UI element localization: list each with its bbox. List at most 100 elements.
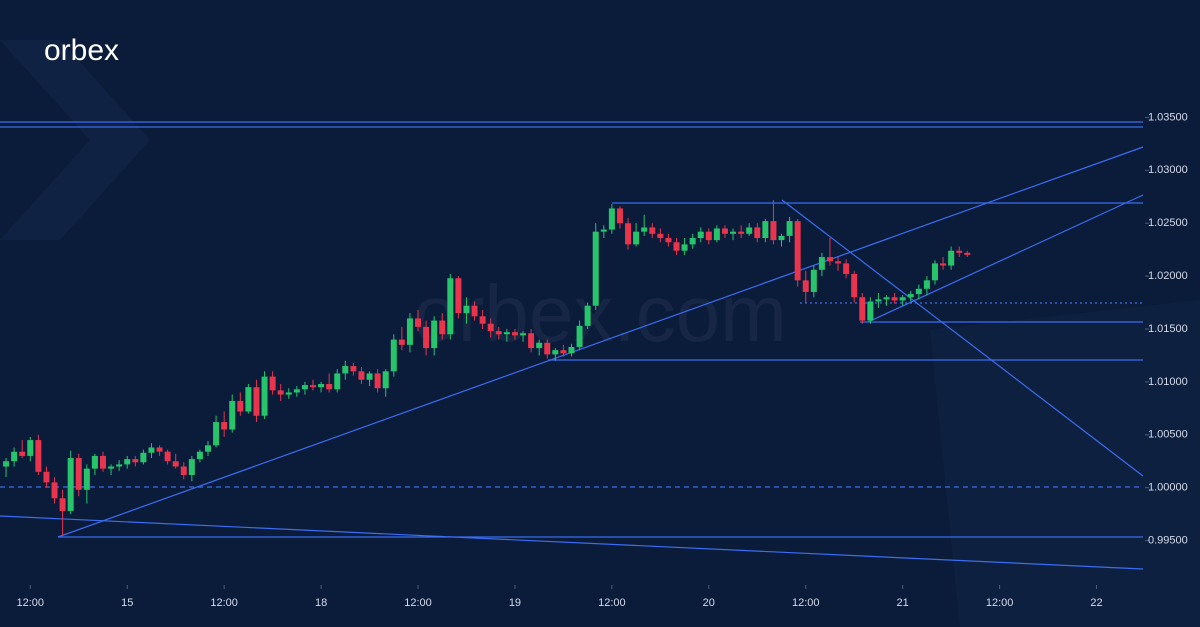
candle-body — [907, 294, 914, 298]
candle-body — [697, 231, 704, 239]
x-tick-label: 12:00 — [986, 597, 1014, 609]
drawings — [0, 121, 1144, 570]
candle-body — [552, 350, 559, 355]
candle-body — [826, 257, 833, 262]
y-tick-label: 1.02500 — [1148, 217, 1188, 229]
candle-body — [382, 371, 389, 389]
candle-body — [132, 459, 139, 463]
candle-body — [439, 320, 446, 335]
candle-body — [463, 305, 470, 314]
candle-body — [544, 342, 551, 355]
candle-body — [406, 318, 413, 345]
candle-body — [818, 257, 825, 270]
candle-body — [91, 455, 98, 469]
candle-body — [681, 244, 688, 251]
candle-body — [794, 221, 801, 281]
candle-body — [237, 400, 244, 412]
candle-body — [923, 280, 930, 289]
candle-body — [245, 387, 252, 412]
candle-body — [27, 440, 34, 456]
candle-body — [536, 342, 543, 349]
candle-body — [447, 278, 454, 335]
candle-body — [366, 373, 373, 380]
candle-body — [673, 242, 680, 251]
candle-body — [196, 451, 203, 460]
candle-body — [899, 297, 906, 301]
candle-body — [600, 229, 607, 232]
candle-body — [108, 466, 115, 469]
candle-body — [528, 333, 535, 349]
bg-chevron — [0, 40, 150, 240]
candle-body — [956, 250, 963, 253]
candle-body — [746, 227, 753, 234]
y-tick-label: 1.01500 — [1148, 323, 1188, 335]
candle-body — [116, 464, 123, 467]
bg-shape — [930, 300, 1200, 627]
candle-body — [326, 384, 333, 390]
candle-body — [374, 373, 381, 389]
candle-body — [503, 332, 510, 335]
candle-body — [641, 227, 648, 232]
candle-body — [172, 461, 179, 467]
candle-body — [625, 223, 632, 245]
x-tick-label: 19 — [509, 597, 521, 609]
candle-body — [649, 227, 656, 234]
candle-body — [423, 326, 430, 349]
candle-body — [11, 451, 18, 462]
candle-body — [883, 297, 890, 300]
candle-body — [334, 373, 341, 390]
candle-body — [859, 297, 866, 321]
candle-body — [721, 228, 728, 234]
candle-body — [293, 389, 300, 393]
candle-body — [342, 366, 349, 374]
candle-body — [83, 468, 90, 490]
candle-body — [390, 339, 397, 372]
candle-body — [3, 461, 10, 467]
x-tick-label: 20 — [703, 597, 715, 609]
logo: orbex — [44, 34, 119, 67]
candle-body — [75, 458, 82, 490]
trend-line — [57, 146, 1144, 538]
candle-body — [156, 447, 163, 452]
trend-line — [781, 199, 1144, 477]
candle-body — [221, 422, 228, 430]
candle-body — [657, 233, 664, 239]
candle-body — [67, 458, 74, 511]
candle-body — [875, 299, 882, 302]
candle-body — [568, 346, 575, 354]
x-tick-label: 12:00 — [17, 597, 45, 609]
y-tick-label: 1.00500 — [1148, 429, 1188, 441]
x-tick-label: 22 — [1090, 597, 1102, 609]
x-tick-label: 15 — [121, 597, 133, 609]
candle-body — [713, 228, 720, 241]
candle-body — [738, 231, 745, 234]
candle-body — [520, 333, 527, 336]
candle-body — [843, 263, 850, 274]
candle-body — [867, 301, 874, 321]
candle-body — [310, 385, 317, 388]
candle-body — [188, 459, 195, 475]
candle-body — [608, 208, 615, 230]
candle-body — [584, 305, 591, 326]
x-tick-label: 12:00 — [210, 597, 238, 609]
candle-body — [592, 231, 599, 306]
y-tick-label: 0.99500 — [1148, 534, 1188, 546]
candle-body — [261, 376, 268, 416]
candle-body — [204, 445, 211, 452]
candle-body — [689, 238, 696, 245]
candle-body — [786, 221, 793, 236]
y-tick-label: 1.03000 — [1148, 164, 1188, 176]
candle-body — [762, 221, 769, 239]
candle-body — [931, 263, 938, 281]
candle-body — [915, 288, 922, 295]
candle-body — [705, 231, 712, 241]
candle-body — [616, 208, 623, 224]
candle-body — [851, 273, 858, 298]
candle-body — [415, 318, 422, 327]
candle-body — [180, 466, 187, 475]
candle-body — [479, 316, 486, 324]
y-tick-label: 1.03500 — [1148, 111, 1188, 123]
candle-body — [140, 452, 147, 463]
